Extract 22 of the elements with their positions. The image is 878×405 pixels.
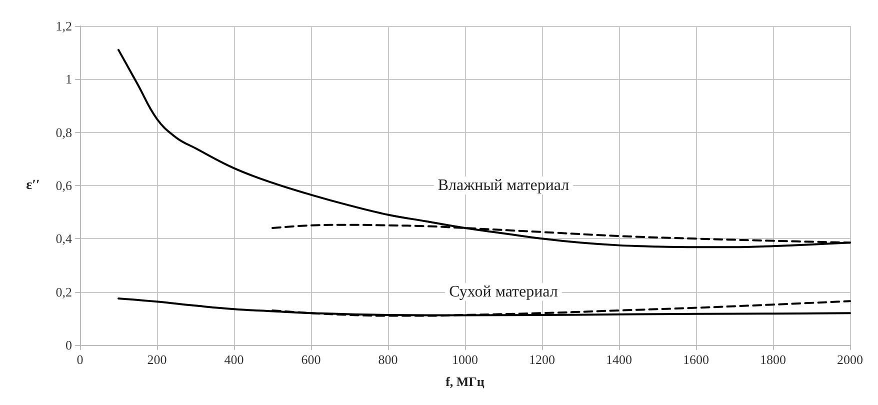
x-tick-label: 1400	[606, 352, 632, 367]
x-tick-label: 600	[301, 352, 321, 367]
y-tick-label: 0,4	[56, 231, 72, 246]
x-tick-label: 0	[76, 352, 84, 367]
y-tick-label: 0	[66, 338, 72, 352]
y-tick-label: 1	[66, 72, 72, 87]
x-tick-label: 1800	[760, 352, 786, 367]
x-tick-label: 2000	[837, 352, 863, 367]
annotation: Сухой материал	[449, 283, 558, 300]
x-axis-title: f, МГц	[446, 374, 485, 389]
y-tick-label: 0,8	[56, 124, 72, 140]
x-tick-label: 1600	[683, 352, 709, 367]
y-tick-label: 0,2	[56, 284, 72, 300]
y-axis-title: ε′′	[26, 178, 40, 193]
y-tick-label: 1,2	[56, 18, 72, 34]
x-tick-label: 1000	[452, 352, 478, 367]
x-tick-label: 200	[147, 352, 167, 367]
x-tick-label: 1200	[529, 352, 555, 367]
x-tick-label: 800	[378, 352, 398, 367]
y-tick-label: 0,6	[56, 178, 72, 193]
annotation: Влажный материал	[438, 177, 570, 194]
x-tick-label: 400	[224, 352, 244, 367]
